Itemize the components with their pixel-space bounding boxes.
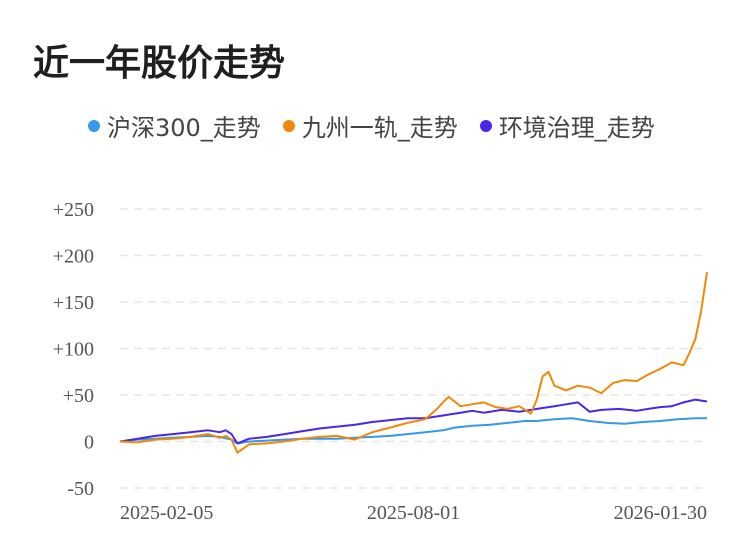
x-tick-label: 2025-02-05 [120, 502, 213, 524]
y-tick-label: -50 [67, 478, 94, 500]
x-tick-label: 2025-08-01 [367, 502, 460, 524]
chart-title: 近一年股价走势 [33, 43, 286, 84]
legend-label-hs300: 沪深300_走势 [107, 114, 261, 142]
legend-label-huanjing: 环境治理_走势 [498, 114, 655, 142]
y-tick-label: +50 [63, 385, 94, 407]
series-line-2 [119, 398, 708, 445]
legend: 沪深300_走势 九州一轨_走势 环境治理_走势 [88, 108, 655, 143]
series-lines [119, 272, 708, 454]
x-tick-label: 2026-01-30 [614, 502, 707, 524]
y-tick-label: +100 [53, 339, 94, 361]
legend-label-jiuzhou: 九州一轨_走势 [301, 114, 458, 142]
grid-lines [120, 208, 707, 489]
legend-item-huanjing[interactable]: 环境治理_走势 [479, 108, 655, 143]
y-tick-label: +150 [53, 292, 94, 314]
y-tick-label: 0 [84, 432, 94, 454]
legend-dot-jiuzhou [282, 119, 295, 132]
legend-dot-huanjing [479, 119, 492, 132]
legend-item-jiuzhou[interactable]: 九州一轨_走势 [282, 108, 458, 143]
legend-item-hs300[interactable]: 沪深300_走势 [88, 108, 261, 143]
legend-dot-hs300 [88, 119, 100, 132]
x-axis-ticks: 2025-02-05 2025-08-01 2026-01-30 [120, 502, 707, 524]
y-tick-label: +250 [53, 199, 94, 221]
series-line-1 [119, 272, 708, 454]
y-tick-label: +200 [53, 246, 94, 268]
y-axis-ticks: +250 +200 +150 +100 +50 0 -50 [53, 199, 94, 500]
